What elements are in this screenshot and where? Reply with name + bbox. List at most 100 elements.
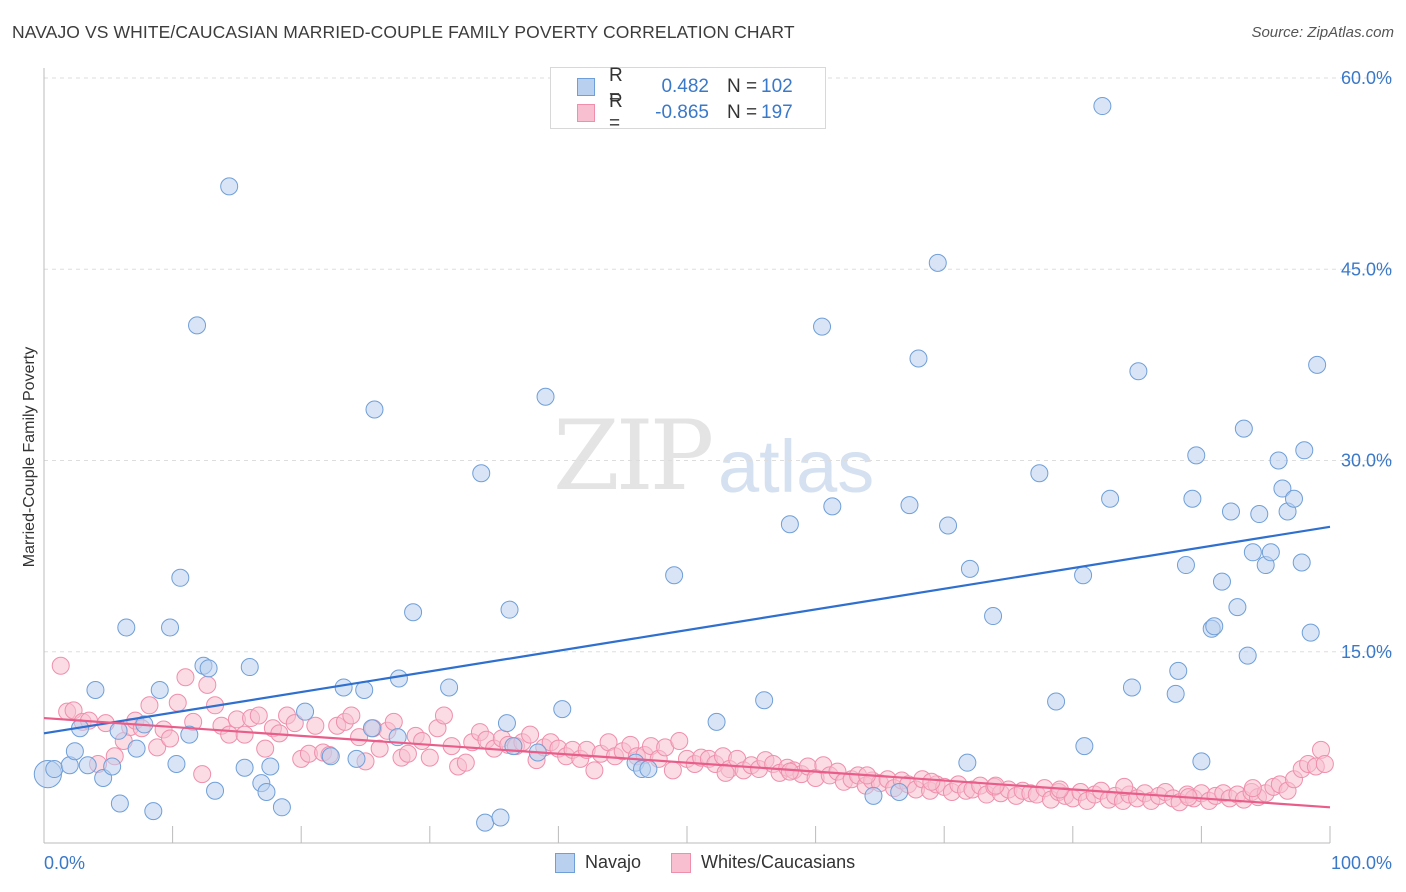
white-point (585, 761, 604, 780)
n-label: N = (727, 102, 758, 123)
white-point (716, 763, 735, 782)
navajo-point (150, 681, 169, 699)
r-value: -0.865 (655, 102, 709, 123)
white-point (398, 744, 417, 763)
white-point (140, 696, 159, 715)
navajo-point (958, 753, 977, 772)
navajo-point (1221, 502, 1240, 521)
navajo-trend-line (43, 525, 1331, 735)
navajo-point (1176, 556, 1195, 575)
navajo-point (117, 618, 136, 637)
navajo-point (1261, 543, 1280, 562)
navajo-point (1295, 441, 1314, 460)
navajo-point (167, 754, 186, 773)
legend-item-whites: Whites/Caucasians (671, 852, 855, 873)
whites-legend-label: Whites/Caucasians (701, 852, 856, 872)
navajo-point (1292, 553, 1311, 572)
watermark-atlas: atlas (718, 425, 875, 508)
navajo-point (1284, 489, 1303, 508)
navajo-point (780, 515, 799, 534)
navajo-point (1129, 362, 1148, 381)
white-point (148, 738, 167, 757)
n-value: 102 (761, 76, 793, 97)
navajo-point (939, 516, 958, 535)
navajo-point (1187, 446, 1206, 465)
white-point (780, 762, 799, 781)
navajo-point (235, 758, 254, 777)
x-tick-label: 0.0% (44, 853, 85, 873)
navajo-point (1234, 419, 1253, 438)
navajo-point (65, 742, 84, 761)
navajo-point (144, 802, 163, 821)
legend-item-navajo: Navajo (555, 852, 641, 873)
white-point (663, 761, 682, 780)
navajo-point (365, 400, 384, 419)
white-point (986, 776, 1005, 795)
navajo-point (984, 607, 1003, 626)
source-label: Source: ZipAtlas.com (1251, 24, 1394, 41)
n-value: 197 (761, 102, 793, 123)
navajo-point (1192, 752, 1211, 771)
navajo-point (362, 719, 381, 738)
white-point (350, 728, 369, 747)
chart-title: NAVAJO VS WHITE/CAUCASIAN MARRIED-COUPLE… (12, 22, 795, 42)
navajo-point (864, 786, 883, 805)
white-point (193, 765, 212, 784)
white-point (235, 725, 254, 744)
navajo-point (1075, 737, 1094, 756)
navajo-point (500, 600, 519, 619)
r-label: R = (609, 65, 623, 108)
navajo-point (472, 464, 491, 483)
navajo-point (1169, 661, 1188, 680)
white-point (456, 753, 475, 772)
navajo-point (103, 757, 122, 776)
navajo-point (536, 387, 555, 406)
navajo-point (334, 678, 353, 697)
white-point (168, 693, 187, 712)
navajo-point (1093, 97, 1112, 116)
navajo-point (909, 349, 928, 368)
whites-legend-swatch (671, 852, 692, 873)
navajo-point (188, 316, 207, 335)
navajo-point (109, 721, 128, 740)
white-trend-line (43, 716, 1331, 809)
correlation-legend: R = 0.482 N = 102 R = -0.865 N = 197 (550, 65, 826, 134)
navajo-point (86, 681, 105, 699)
navajo-point (347, 749, 366, 768)
navajo-point (180, 725, 199, 744)
white-point (413, 732, 432, 750)
navajo-point (928, 253, 947, 272)
navajo-point (823, 497, 842, 516)
navajo-point (206, 781, 225, 800)
navajo-point (1074, 566, 1093, 585)
navajo-point (1228, 598, 1247, 617)
navajo-point (1101, 489, 1120, 508)
navajo-point (220, 177, 239, 196)
navajo-point (890, 783, 909, 801)
navajo-point (45, 760, 64, 779)
y-tick-label: 30.0% (1341, 451, 1392, 471)
navajo-point (257, 783, 276, 801)
n-label: N = (727, 76, 758, 97)
navajo-point (1301, 623, 1320, 642)
white-point (176, 668, 195, 687)
navajo-legend-swatch (555, 852, 575, 873)
navajo-point (1183, 489, 1202, 508)
legend-row-navajo: R = 0.482 N = 102 (577, 65, 793, 108)
navajo-swatch (577, 78, 595, 96)
navajo-point (110, 794, 129, 813)
navajo-point (321, 747, 340, 766)
whites-swatch (577, 104, 595, 122)
white-point (420, 748, 439, 767)
navajo-point (355, 681, 374, 699)
legend-row-whites: R = -0.865 N = 197 (577, 91, 793, 134)
white-point (285, 714, 304, 733)
white-point (1115, 777, 1134, 796)
white-point (670, 732, 689, 750)
navajo-point (199, 659, 218, 678)
series-legend: Navajo Whites/Caucasians (555, 852, 885, 873)
navajo-point (127, 739, 146, 758)
navajo-point (389, 669, 408, 688)
y-tick-label: 60.0% (1341, 68, 1392, 88)
navajo-point (476, 813, 495, 832)
